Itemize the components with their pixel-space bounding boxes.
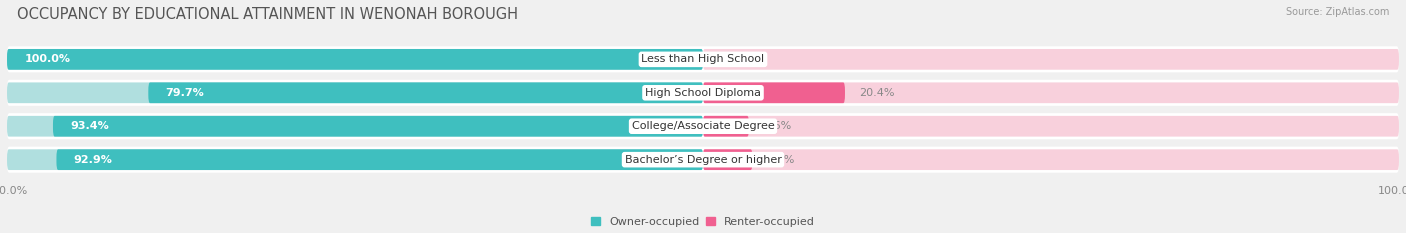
FancyBboxPatch shape [7, 82, 703, 103]
FancyBboxPatch shape [53, 116, 703, 137]
FancyBboxPatch shape [148, 82, 703, 103]
FancyBboxPatch shape [7, 116, 703, 137]
FancyBboxPatch shape [7, 49, 703, 70]
Text: 92.9%: 92.9% [75, 155, 112, 165]
Text: College/Associate Degree: College/Associate Degree [631, 121, 775, 131]
Text: Bachelor’s Degree or higher: Bachelor’s Degree or higher [624, 155, 782, 165]
FancyBboxPatch shape [7, 113, 1399, 139]
Text: 6.6%: 6.6% [763, 121, 792, 131]
FancyBboxPatch shape [7, 49, 703, 70]
Text: 93.4%: 93.4% [70, 121, 110, 131]
FancyBboxPatch shape [7, 147, 1399, 173]
Text: 7.1%: 7.1% [766, 155, 794, 165]
FancyBboxPatch shape [7, 46, 1399, 72]
Legend: Owner-occupied, Renter-occupied: Owner-occupied, Renter-occupied [586, 212, 820, 231]
Text: 0.0%: 0.0% [717, 54, 745, 64]
Text: 79.7%: 79.7% [166, 88, 204, 98]
FancyBboxPatch shape [7, 80, 1399, 106]
Text: 20.4%: 20.4% [859, 88, 894, 98]
FancyBboxPatch shape [703, 82, 1399, 103]
Text: Less than High School: Less than High School [641, 54, 765, 64]
FancyBboxPatch shape [7, 149, 703, 170]
Text: OCCUPANCY BY EDUCATIONAL ATTAINMENT IN WENONAH BOROUGH: OCCUPANCY BY EDUCATIONAL ATTAINMENT IN W… [17, 7, 517, 22]
Text: High School Diploma: High School Diploma [645, 88, 761, 98]
FancyBboxPatch shape [703, 149, 752, 170]
Text: 100.0%: 100.0% [24, 54, 70, 64]
FancyBboxPatch shape [703, 149, 1399, 170]
FancyBboxPatch shape [56, 149, 703, 170]
FancyBboxPatch shape [703, 82, 845, 103]
FancyBboxPatch shape [703, 116, 1399, 137]
FancyBboxPatch shape [703, 49, 1399, 70]
Text: Source: ZipAtlas.com: Source: ZipAtlas.com [1285, 7, 1389, 17]
FancyBboxPatch shape [703, 116, 749, 137]
